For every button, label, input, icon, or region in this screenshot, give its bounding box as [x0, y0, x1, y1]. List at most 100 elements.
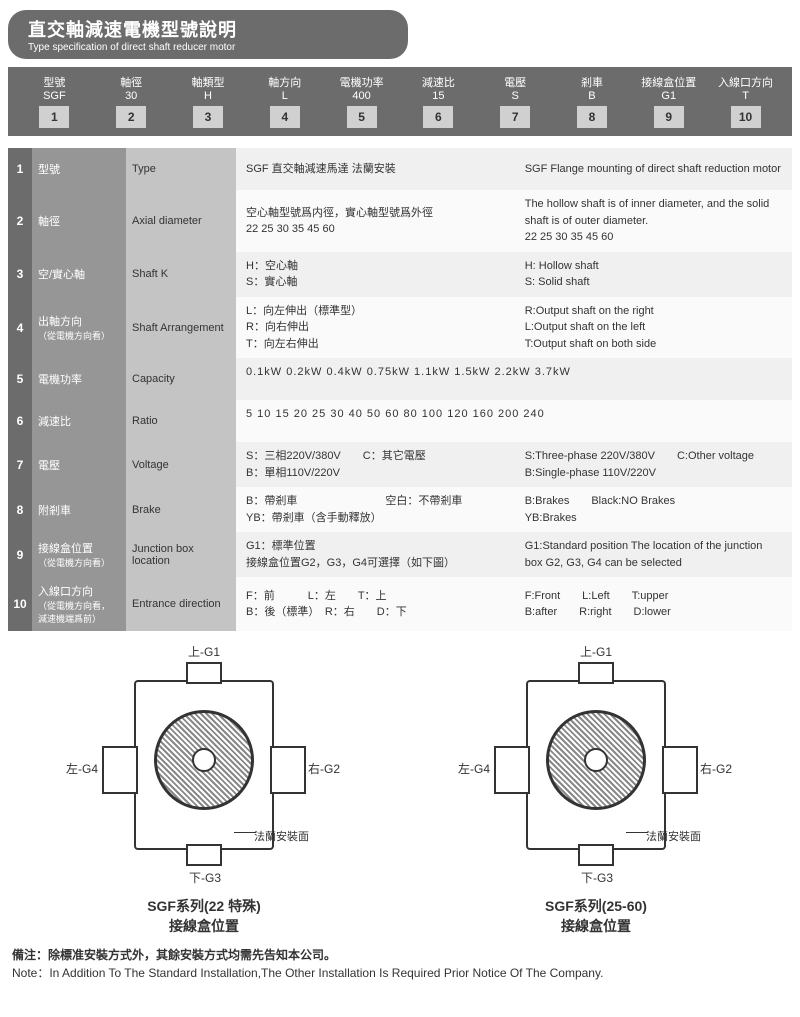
code-label: 接線盒位置	[630, 77, 707, 90]
code-label: 軸類型	[170, 77, 247, 90]
code-label: 型號	[16, 77, 93, 90]
spec-index: 2	[8, 190, 32, 252]
code-col: 軸類型H3	[170, 77, 247, 128]
spec-content: 空心軸型號爲内徑，實心軸型號爲外徑22 25 30 35 45 60The ho…	[236, 190, 792, 252]
code-index: 5	[347, 106, 377, 128]
diagrams-row: 上-G1 左-G4 右-G2 下-G3 法蘭安裝面 SGF系列(22 特殊) 接…	[8, 643, 792, 936]
spec-content: L：向左伸出（標準型）R：向右伸出T：向左右伸出R:Output shaft o…	[236, 297, 792, 359]
diagram-title-1b: 接線盒位置	[24, 916, 384, 936]
code-value: 30	[93, 90, 170, 103]
spec-en: H: Hollow shaftS: Solid shaft	[525, 258, 782, 291]
spec-index: 4	[8, 297, 32, 359]
spec-label-en: Capacity	[126, 358, 236, 400]
spec-row: 10入線口方向（從電機方向看，減速機端爲前）Entrance direction…	[8, 577, 792, 631]
code-col: 剎車B8	[554, 77, 631, 128]
spec-index: 9	[8, 532, 32, 577]
spec-cn: H：空心軸S：實心軸	[246, 258, 525, 291]
code-value: B	[554, 90, 631, 103]
spec-label-sub: （從電機方向看）	[38, 329, 120, 342]
page-header: 直交軸減速電機型號說明 Type specification of direct…	[8, 10, 408, 59]
spec-index: 6	[8, 400, 32, 442]
spec-en: R:Output shaft on the rightL:Output shaf…	[525, 303, 782, 353]
code-col: 接線盒位置G1 9	[630, 77, 707, 128]
spec-row: 5電機功率Capacity0.1kW 0.2kW 0.4kW 0.75kW 1.…	[8, 358, 792, 400]
code-label: 入線口方向	[707, 77, 784, 90]
spec-table: 1型號TypeSGF 直交軸減速馬達 法蘭安裝SGF Flange mounti…	[8, 148, 792, 631]
spec-en: The hollow shaft is of inner diameter, a…	[525, 196, 782, 246]
footnote: 備注：除標准安裝方式外，其餘安裝方式均需先告知本公司。 Note：In Addi…	[8, 946, 792, 982]
label-flange: 法蘭安裝面	[254, 828, 309, 844]
spec-label-cn: 空/實心軸	[32, 252, 126, 297]
spec-label-en: Voltage	[126, 442, 236, 487]
spec-label-cn: 軸徑	[32, 190, 126, 252]
code-col: 入線口方向T 10	[707, 77, 784, 128]
label-g4: 左-G4	[66, 760, 98, 777]
spec-label-cn: 電壓	[32, 442, 126, 487]
spec-label-cn: 入線口方向（從電機方向看，減速機端爲前）	[32, 577, 126, 631]
label-g3: 下-G3	[581, 869, 613, 886]
spec-cn: L：向左伸出（標準型）R：向右伸出T：向左右伸出	[246, 303, 525, 353]
diagram-left: 上-G1 左-G4 右-G2 下-G3 法蘭安裝面 SGF系列(22 特殊) 接…	[24, 643, 384, 936]
code-value: T	[707, 90, 784, 103]
spec-en: F:Front L:Left T:upperB:after R:right D:…	[525, 588, 782, 621]
spec-label-en: Brake	[126, 487, 236, 532]
spec-label-cn: 附剎車	[32, 487, 126, 532]
code-col: 型號SGF 1	[16, 77, 93, 128]
spec-label-cn: 電機功率	[32, 358, 126, 400]
code-col: 電機功率400 5	[323, 77, 400, 128]
spec-row: 8附剎車Brake B：帶剎車 空白：不帶剎車YB：帶剎車（含手動釋放）B:Bra…	[8, 487, 792, 532]
diagram-title-1a: SGF系列(22 特殊)	[24, 896, 384, 916]
spec-index: 5	[8, 358, 32, 400]
spec-index: 8	[8, 487, 32, 532]
spec-label-sub: （從電機方向看）	[38, 556, 120, 569]
spec-row: 7電壓VoltageS：三相220V/380V C：其它電壓B：單相110V/2…	[8, 442, 792, 487]
diagram-box: 左-G4 右-G2 下-G3 法蘭安裝面	[466, 662, 726, 892]
code-col: 軸方向L4	[246, 77, 323, 128]
spec-label-en: Axial diameter	[126, 190, 236, 252]
spec-cn: 空心軸型號爲内徑，實心軸型號爲外徑22 25 30 35 45 60	[246, 205, 525, 238]
page-subtitle: Type specification of direct shaft reduc…	[28, 42, 388, 53]
spec-index: 10	[8, 577, 32, 631]
diagram-right: 上-G1 左-G4 右-G2 下-G3 法蘭安裝面 SGF系列(25-60) 接…	[416, 643, 776, 936]
spec-content: G1：標準位置接線盒位置G2，G3，G4可選擇（如下圖）G1:Standard …	[236, 532, 792, 577]
spec-row: 2軸徑Axial diameter空心軸型號爲内徑，實心軸型號爲外徑22 25 …	[8, 190, 792, 252]
code-index: 2	[116, 106, 146, 128]
spec-row: 3空/實心軸Shaft KH：空心軸S：實心軸H: Hollow shaftS:…	[8, 252, 792, 297]
spec-cn: F：前 L：左 T：上B：後（標準） R：右 D：下	[246, 588, 525, 621]
spec-content: 5 10 15 20 25 30 40 50 60 80 100 120 160…	[236, 400, 792, 442]
code-col: 軸徑302	[93, 77, 170, 128]
label-flange: 法蘭安裝面	[646, 828, 701, 844]
spec-index: 3	[8, 252, 32, 297]
code-label: 電機功率	[323, 77, 400, 90]
code-value: 400	[323, 90, 400, 103]
spec-en: G1:Standard position The location of the…	[525, 538, 782, 571]
diagram-box: 左-G4 右-G2 下-G3 法蘭安裝面	[74, 662, 334, 892]
label-g2: 右-G2	[700, 760, 732, 777]
code-index: 7	[500, 106, 530, 128]
spec-label-en: Ratio	[126, 400, 236, 442]
footnote-cn: 備注：除標准安裝方式外，其餘安裝方式均需先告知本公司。	[12, 946, 788, 964]
code-value: G1	[630, 90, 707, 103]
code-index: 10	[731, 106, 761, 128]
code-index: 1	[39, 106, 69, 128]
spec-cn: B：帶剎車 空白：不帶剎車YB：帶剎車（含手動釋放）	[246, 493, 525, 526]
spec-en: SGF Flange mounting of direct shaft redu…	[525, 161, 782, 178]
spec-label-sub: （從電機方向看，減速機端爲前）	[38, 599, 120, 625]
spec-label-cn: 減速比	[32, 400, 126, 442]
spec-content: F：前 L：左 T：上B：後（標準） R：右 D：下F:Front L:Left…	[236, 577, 792, 631]
page-title: 直交軸減速電機型號說明	[28, 16, 388, 42]
label-g2: 右-G2	[308, 760, 340, 777]
code-label: 剎車	[554, 77, 631, 90]
spec-label-en: Shaft Arrangement	[126, 297, 236, 359]
code-value: SGF	[16, 90, 93, 103]
code-index: 9	[654, 106, 684, 128]
code-col: 減速比156	[400, 77, 477, 128]
spec-cn: SGF 直交軸減速馬達 法蘭安裝	[246, 161, 525, 178]
spec-label-en: Shaft K	[126, 252, 236, 297]
spec-label-cn: 接線盒位置（從電機方向看）	[32, 532, 126, 577]
spec-row: 4出軸方向（從電機方向看）Shaft ArrangementL：向左伸出（標準型…	[8, 297, 792, 359]
spec-content: H：空心軸S：實心軸H: Hollow shaftS: Solid shaft	[236, 252, 792, 297]
label-g1: 上-G1	[416, 643, 776, 660]
code-index: 6	[423, 106, 453, 128]
spec-en: B:Brakes Black:NO BrakesYB:Brakes	[525, 493, 782, 526]
